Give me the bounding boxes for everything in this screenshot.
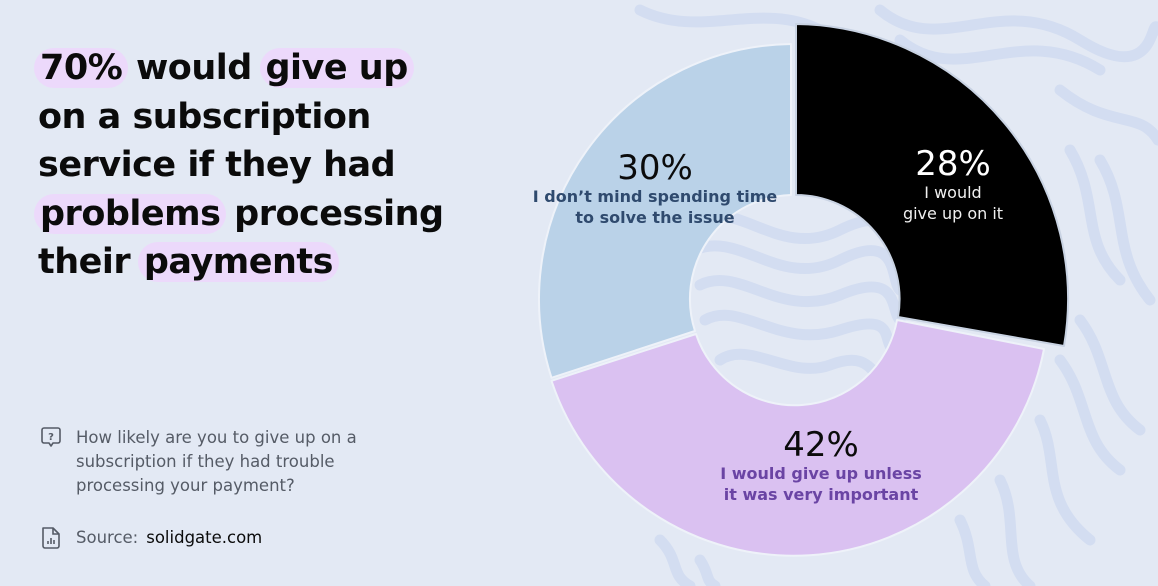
chart-document-icon: [42, 527, 60, 549]
label-dont-mind: 30% I don’t mind spending time to solve …: [532, 148, 778, 227]
question-text: How likely are you to give up on a subsc…: [76, 428, 357, 495]
headline-highlight: give up: [259, 48, 414, 88]
headline-highlight: 70%: [34, 48, 129, 88]
svg-text:?: ?: [48, 432, 54, 443]
source-link[interactable]: solidgate.com: [146, 528, 263, 547]
segment-dont-mind: [538, 43, 792, 379]
label-give-up-unless-important: 42% I would give up unless it was very i…: [720, 425, 922, 504]
segment-would-give-up: [795, 23, 1069, 347]
headline-highlight: payments: [137, 242, 339, 282]
question-bubble-icon: ?: [41, 427, 61, 447]
headline-highlight: problems: [34, 193, 227, 234]
headline: 70% would give up on a subscription serv…: [34, 44, 458, 287]
source-label: Source:: [76, 528, 139, 547]
label-would-give-up: 28% I would give up on it: [902, 144, 1004, 223]
survey-question: ? How likely are you to give up on a sub…: [40, 426, 370, 498]
segment-give-up-unless-important: [550, 319, 1045, 557]
source-line: Source: solidgate.com: [40, 526, 262, 550]
